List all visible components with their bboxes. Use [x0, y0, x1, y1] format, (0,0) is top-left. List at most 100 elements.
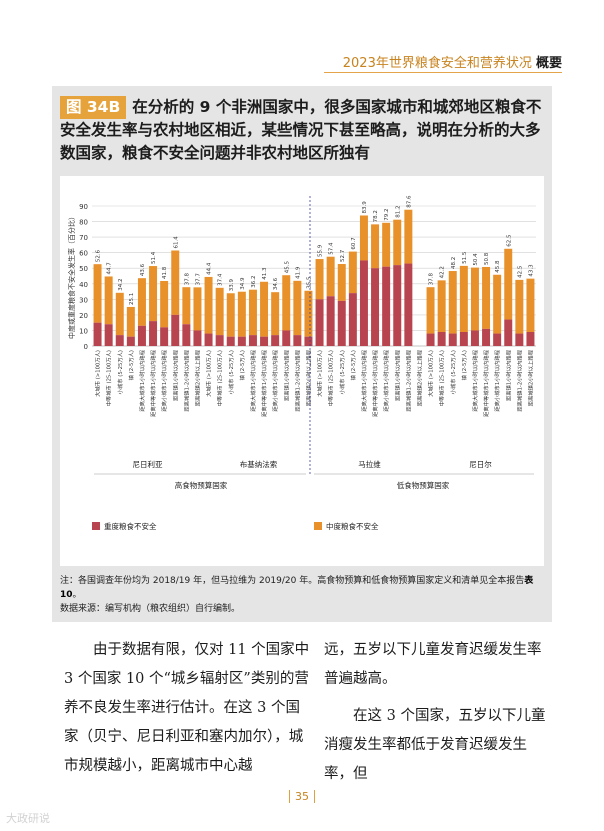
data-label: 50.8	[484, 252, 490, 265]
x-tick-label: 距离城镇2小时以上路程	[526, 349, 534, 406]
figure-note: 注：各国调查年份均为 2018/19 年，但马拉维为 2019/20 年。高食物…	[60, 574, 544, 616]
bar-moderate	[204, 276, 213, 334]
x-tick-label: 距离镇1小时以内路程	[282, 349, 290, 401]
bar-severe	[271, 335, 280, 346]
x-tick-label: 小城市 (5-25万人)	[449, 350, 457, 394]
data-label: 33.9	[229, 279, 235, 292]
figure-title: 图 34B 在分析的 9 个非洲国家中，很多国家城市和城郊地区粮食不安全发生率与农…	[60, 96, 546, 165]
bar-severe	[115, 335, 124, 346]
bar-severe	[393, 265, 402, 346]
bar-moderate	[282, 275, 291, 331]
x-tick-label: 距离镇1小时以内路程	[504, 349, 512, 401]
data-label: 34.2	[118, 279, 124, 291]
bar-severe	[504, 319, 513, 346]
bar-moderate	[359, 215, 368, 261]
bar-moderate	[493, 274, 502, 334]
bar-severe	[493, 333, 502, 346]
bar-moderate	[393, 219, 402, 266]
bar-moderate	[504, 248, 513, 320]
y-tick-label: 80	[79, 219, 88, 227]
data-label: 36.2	[251, 275, 257, 287]
bar-moderate	[248, 289, 257, 336]
bar-moderate	[260, 281, 269, 337]
x-tick-label: 距离城镇2小时以上路程	[304, 349, 312, 406]
data-label: 35.5	[306, 276, 312, 289]
bar-severe	[515, 333, 524, 346]
bar-moderate	[437, 280, 446, 332]
data-label: 43.6	[140, 263, 146, 276]
x-tick-label: 距离城镇2小时以上路程	[415, 349, 423, 406]
data-label: 41.3	[262, 267, 268, 280]
data-label: 34.9	[240, 277, 246, 290]
data-label: 37.8	[429, 272, 435, 285]
x-tick-label: 中等城市 (25-100万人)	[327, 350, 335, 406]
bar-moderate	[271, 292, 280, 336]
note-table-ref[interactable]: 表 10	[60, 576, 534, 600]
x-tick-label: 中等城市 (25-100万人)	[216, 350, 224, 406]
bar-severe	[304, 336, 313, 346]
bar-moderate	[182, 287, 191, 325]
bar-moderate	[448, 271, 457, 334]
x-tick-label: 小城市 (5-25万人)	[227, 350, 235, 394]
x-tick-label: 距离大城市1小时以内路程	[360, 349, 368, 411]
x-tick-label: 镇 (2-5万人)	[238, 350, 246, 380]
bar-moderate	[482, 266, 491, 329]
bar-severe	[171, 314, 180, 346]
bar-moderate	[515, 279, 524, 334]
bar-severe	[93, 322, 102, 346]
bar-severe	[448, 333, 457, 346]
bar-severe	[371, 268, 380, 346]
bar-moderate	[337, 264, 346, 301]
country-label: 马拉维	[358, 459, 381, 469]
data-label: 37.7	[195, 273, 201, 286]
bar-severe	[459, 332, 468, 346]
country-label: 尼日利亚	[133, 459, 163, 469]
bar-moderate	[315, 259, 324, 300]
data-label: 25.1	[129, 293, 135, 305]
bar-severe	[237, 336, 246, 346]
x-tick-label: 距离小城市1小时以内路程	[271, 349, 279, 411]
header-tag: 概要	[535, 56, 562, 71]
bar-severe	[149, 321, 158, 346]
bar-severe	[137, 325, 146, 346]
body-paragraph-right-a: 远，五岁以下儿童发育迟缓发生率普遍越高。	[324, 642, 542, 687]
bar-severe	[293, 335, 302, 346]
y-tick-label: 40	[79, 281, 88, 289]
bar-moderate	[526, 278, 535, 332]
bar-severe	[382, 266, 391, 346]
x-tick-label: 距离城镇1-2小时以内路程	[404, 349, 412, 411]
y-tick-label: 10	[79, 327, 88, 335]
body-paragraph-right-b: 在这 3 个国家，五岁以下儿童消瘦发生率都低于发育迟缓发生率，但	[324, 708, 546, 782]
bar-moderate	[470, 267, 479, 331]
y-tick-label: 70	[79, 234, 88, 242]
data-label: 50.4	[473, 253, 479, 266]
figure-title-text: 在分析的 9 个非洲国家中，很多国家城市和城郊地区粮食不安全发生率与农村地区相近…	[60, 98, 542, 162]
data-label: 42.5	[517, 265, 523, 278]
x-tick-label: 中等城市 (25-100万人)	[105, 350, 113, 406]
figure-tag: 图 34B	[60, 96, 127, 119]
page-header: 2023年世界粮食安全和营养状况 概要	[343, 52, 562, 71]
bar-moderate	[115, 292, 124, 336]
x-tick-label: 距离城镇1-2小时以内路程	[293, 349, 301, 411]
bar-moderate	[382, 222, 391, 267]
bar-severe	[182, 324, 191, 346]
bar-moderate	[237, 291, 246, 337]
bar-severe	[204, 333, 213, 346]
x-tick-label: 小城市 (5-25万人)	[338, 350, 346, 394]
bar-severe	[437, 332, 446, 346]
y-axis-label: 中度或重度粮食不安全发生率（百分比）	[67, 213, 76, 339]
body-paragraph-left: 由于数据有限，仅对 11 个国家中 3 个国家 10 个“城乡辐射区”类别的营养…	[64, 642, 310, 774]
country-label: 尼日尔	[469, 459, 492, 469]
x-tick-label: 镇 (2-5万人)	[349, 350, 357, 380]
bar-severe	[404, 263, 413, 346]
bar-moderate	[426, 287, 435, 334]
data-label: 62.5	[506, 234, 512, 247]
legend-swatch-severe	[92, 522, 100, 530]
data-label: 44.7	[107, 262, 113, 275]
bar-severe	[160, 327, 169, 346]
bar-severe	[260, 336, 269, 346]
bar-moderate	[149, 266, 158, 322]
data-label: 51.5	[462, 251, 468, 264]
x-tick-label: 大城市 (>100万人)	[205, 350, 213, 397]
